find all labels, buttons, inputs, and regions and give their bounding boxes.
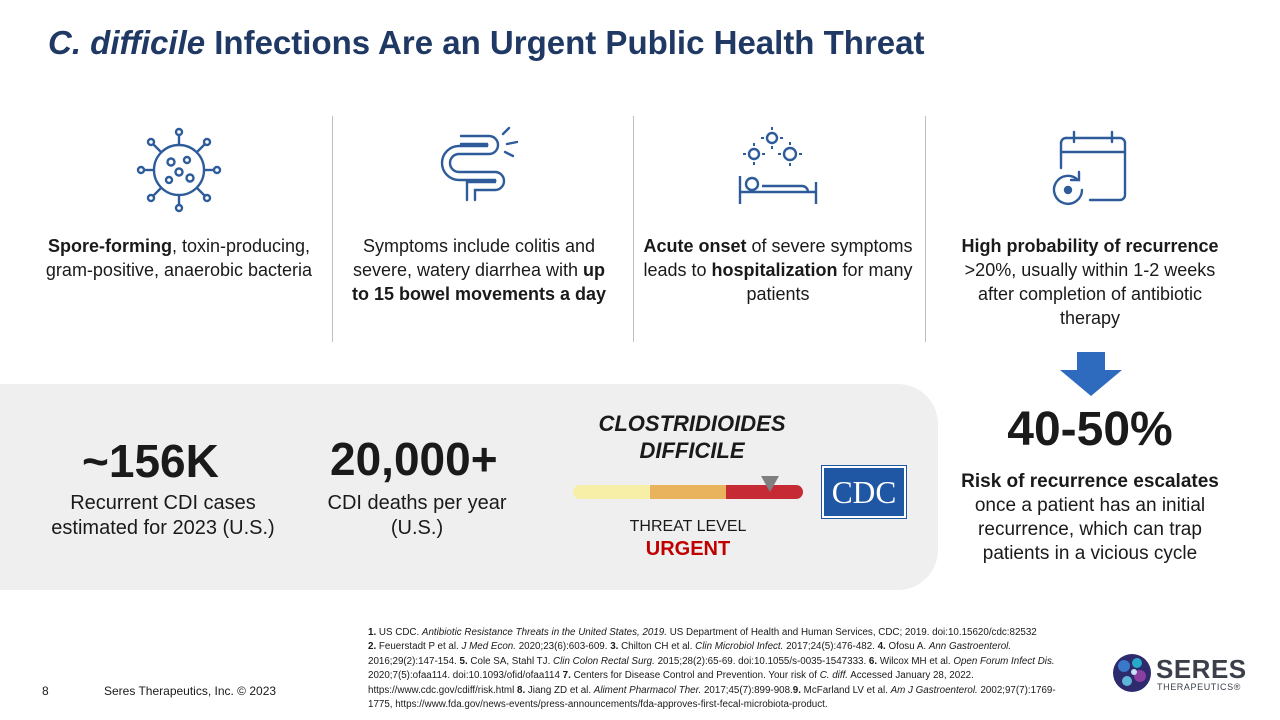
threat-segment-medium — [649, 485, 727, 499]
logo-subtitle: THERAPEUTICS® — [1157, 682, 1241, 692]
reference-number: 4. — [877, 641, 889, 653]
references: 1. US CDC. Antibiotic Resistance Threats… — [368, 626, 1080, 712]
reference-number: 7. — [562, 670, 574, 682]
cdc-logo-text: CDC — [832, 475, 897, 510]
down-arrow-icon — [1060, 352, 1122, 396]
reference-journal: C. diff. — [819, 670, 849, 682]
reference-text: Centers for Disease Control and Preventi… — [573, 670, 820, 682]
threat-level-value: URGENT — [645, 538, 731, 560]
recurrence-risk-description: Risk of recurrence escalates once a pati… — [961, 471, 1219, 564]
feature-column-4: High probability of recurrence >20%, usu… — [945, 118, 1235, 344]
cdc-logo: CDC — [821, 465, 907, 519]
reference-number: 1. — [368, 627, 379, 638]
threat-level-label: THREAT LEVEL — [629, 518, 747, 535]
reference-text: 2017;45(7):899-908. — [701, 684, 793, 696]
feature-text-1: Spore-forming, toxin-producing, gram-pos… — [45, 236, 313, 280]
reference-text: Wilcox MH et al. — [879, 655, 954, 667]
hospital-bed-icon — [738, 127, 818, 204]
divider — [925, 116, 926, 342]
intestine-icon — [440, 126, 519, 202]
divider — [633, 116, 634, 342]
reference-text: 2020;7(5):ofaa114. doi:10.1093/ofid/ofaa… — [368, 670, 563, 682]
feature-text-4: High probability of recurrence >20%, usu… — [961, 236, 1219, 328]
reference-text: McFarland LV et al. — [803, 684, 891, 696]
reference-text: 2002;97(7):1769-1775, https://www.fda.go… — [368, 684, 1056, 711]
reference-text: 2017;24(5):476-482. — [783, 641, 878, 653]
feature-column-3: Acute onset of severe symptoms leads to … — [633, 118, 923, 344]
threat-organism-name: CLOSTRIDIOIDES DIFFICILE — [598, 411, 786, 463]
logo-wordmark: SERES — [1156, 654, 1247, 684]
bacteria-icon — [136, 127, 222, 213]
threat-pointer-icon — [761, 476, 779, 492]
reference-number: 9. — [792, 684, 804, 696]
deaths-value: 20,000+ — [330, 433, 498, 485]
title-rest: Infections Are an Urgent Public Health T… — [205, 24, 925, 61]
threat-level-bar — [573, 485, 803, 499]
feature-text-2: Symptoms include colitis and severe, wat… — [351, 236, 607, 304]
reference-journal: Aliment Pharmacol Ther. — [593, 684, 702, 696]
slide-title: C. difficile Infections Are an Urgent Pu… — [48, 24, 925, 62]
reference-journal: Am J Gastroenterol. — [890, 684, 978, 696]
reference-text: 2020;23(6):603-609. — [515, 641, 611, 653]
reference-text: Feuerstadt P et al. — [378, 641, 462, 653]
reference-number: 2. — [368, 641, 379, 653]
recurrence-risk-value: 40-50% — [1007, 403, 1173, 456]
reference-text: 2016;29(2):147-154. — [368, 655, 460, 667]
feature-column-2: Symptoms include colitis and severe, wat… — [334, 118, 624, 344]
reference-journal: Clin Colon Rectal Surg. — [553, 655, 655, 667]
footer-copyright: Seres Therapeutics, Inc. © 2023 — [104, 684, 277, 698]
seres-logo — [1113, 654, 1151, 692]
reference-text: Chilton CH et al. — [621, 641, 696, 653]
divider — [332, 116, 333, 342]
page-number: 8 — [42, 684, 49, 698]
reference-number: 3. — [610, 641, 622, 653]
threat-segment-high — [726, 485, 803, 499]
feature-column-1: Spore-forming, toxin-producing, gram-pos… — [34, 118, 324, 344]
title-italic: C. difficile — [48, 24, 206, 61]
threat-segment-low — [573, 485, 650, 499]
reference-number: 6. — [868, 655, 880, 667]
reference-text: Cole SA, Stahl TJ. — [470, 655, 554, 667]
reference-number: 8. — [517, 684, 528, 696]
reference-journal: Ann Gastroenterol. — [928, 641, 1012, 653]
reference-journal: Antibiotic Resistance Threats in the Uni… — [421, 627, 667, 638]
deaths-label: CDI deaths per year (U.S.) — [327, 492, 507, 539]
reference-journal: J Med Econ. — [461, 641, 516, 653]
reference-text: US CDC. — [378, 627, 422, 638]
reference-text: Jiang ZD et al. — [527, 684, 594, 696]
recurrent-cases-label: Recurrent CDI cases estimated for 2023 (… — [51, 492, 275, 539]
calendar-recurrence-icon — [1052, 130, 1127, 205]
feature-text-3: Acute onset of severe symptoms leads to … — [643, 236, 913, 304]
reference-text: Ofosu A. — [888, 641, 929, 653]
reference-text: US Department of Health and Human Servic… — [666, 627, 1037, 638]
reference-text: 2015;28(2):65-69. doi:10.1055/s-0035-154… — [654, 655, 869, 667]
reference-journal: Clin Microbiol Infect. — [695, 641, 784, 653]
reference-journal: Open Forum Infect Dis. — [953, 655, 1055, 667]
reference-number: 5. — [459, 655, 471, 667]
recurrent-cases-value: ~156K — [82, 435, 219, 487]
reference-text: Accessed January 28, 2022. https://www.c… — [368, 670, 974, 696]
